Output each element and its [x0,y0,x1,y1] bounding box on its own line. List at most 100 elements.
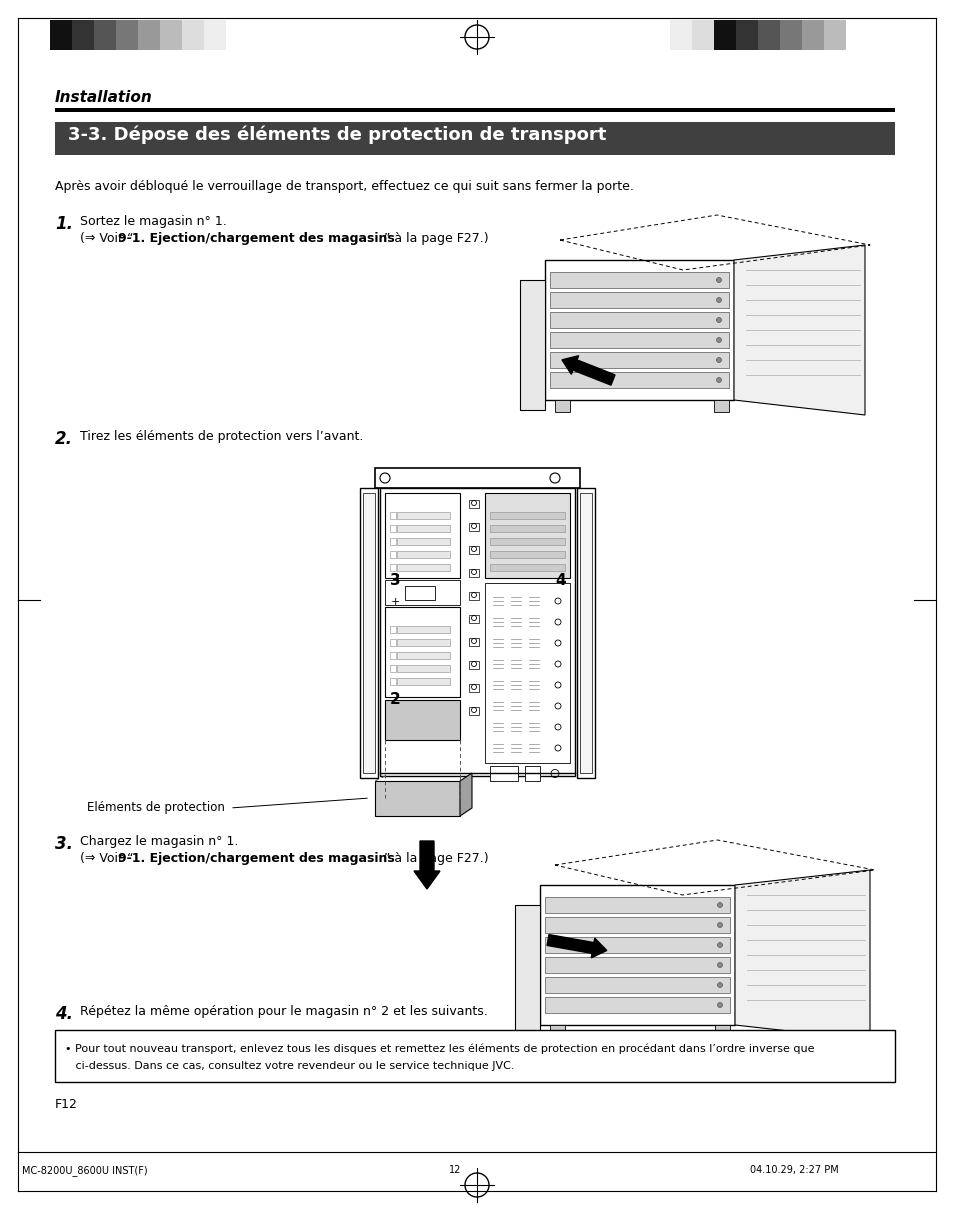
Bar [71,21,94,50]
Bar [390,678,395,686]
Text: 9-1. Ejection/chargement des magasins: 9-1. Ejection/chargement des magasins [118,852,395,864]
Bar [544,958,729,973]
Bar [385,493,459,578]
Bar [735,21,758,50]
Text: ci-dessus. Dans ce cas, consultez votre revendeur ou le service technique JVC.: ci-dessus. Dans ce cas, consultez votre … [65,1062,514,1071]
Circle shape [716,358,720,363]
Bar [55,108,894,112]
Bar [116,21,138,50]
Bar [396,525,450,532]
Circle shape [716,318,720,323]
Circle shape [717,922,721,927]
Text: Eléments de protection: Eléments de protection [87,802,225,815]
Polygon shape [733,245,864,415]
Text: Sortez le magasin n° 1.: Sortez le magasin n° 1. [80,215,227,229]
Bar [396,538,450,545]
Text: 4.: 4. [55,1005,73,1023]
Bar [138,21,160,50]
Bar [182,21,204,50]
Text: 3-3. Dépose des éléments de protection de transport: 3-3. Dépose des éléments de protection d… [68,126,606,144]
Bar [490,511,564,519]
Bar [390,511,395,519]
Bar [469,523,478,531]
Bar [544,916,729,933]
Bar [385,607,459,698]
Bar [390,665,395,672]
Text: 2: 2 [390,692,400,707]
Bar [385,580,459,604]
Text: Installation: Installation [55,89,152,105]
Bar [577,488,595,779]
Bar [385,700,459,740]
Bar [204,21,226,50]
Bar [544,977,729,993]
Bar [375,781,459,816]
Bar [550,1025,564,1037]
Bar [550,272,728,288]
Bar [390,538,395,545]
FancyArrow shape [561,355,615,386]
Bar [469,592,478,600]
Bar [469,707,478,715]
Text: • Pour tout nouveau transport, enlevez tous les disques et remettez les éléments: • Pour tout nouveau transport, enlevez t… [65,1045,814,1054]
Text: +: + [391,597,400,607]
Circle shape [716,278,720,283]
Bar [484,493,569,578]
Text: 2.: 2. [55,430,73,449]
Text: Chargez le magasin n° 1.: Chargez le magasin n° 1. [80,835,238,848]
Circle shape [717,1002,721,1007]
Bar [823,21,845,50]
Bar [669,21,691,50]
Bar [490,538,564,545]
Bar [396,551,450,559]
Bar [405,586,435,600]
Circle shape [717,902,721,908]
Bar [550,312,728,328]
Bar [396,665,450,672]
Circle shape [717,983,721,988]
Bar [469,615,478,623]
Text: 12: 12 [448,1165,460,1175]
Bar [359,488,377,779]
Text: 9-1. Ejection/chargement des magasins: 9-1. Ejection/chargement des magasins [118,232,395,245]
Bar [490,525,564,532]
Bar [55,122,894,155]
Bar [469,569,478,577]
Bar [780,21,801,50]
Text: Tirez les éléments de protection vers l’avant.: Tirez les éléments de protection vers l’… [80,430,363,442]
Bar [524,767,539,781]
Bar [579,493,592,773]
Text: Répétez la même opération pour le magasin n° 2 et les suivants.: Répétez la même opération pour le magasi… [80,1005,487,1018]
Text: 1.: 1. [55,215,73,233]
Bar [396,652,450,659]
Text: 3.: 3. [55,835,73,854]
Bar [691,21,713,50]
Bar [390,565,395,571]
Bar [94,21,116,50]
Bar [396,511,450,519]
Text: MC-8200U_8600U INST(F): MC-8200U_8600U INST(F) [22,1165,148,1176]
Polygon shape [459,773,472,816]
Bar [469,546,478,554]
Bar [390,640,395,646]
Text: (⇒ Voir “: (⇒ Voir “ [80,232,133,245]
Text: 04.10.29, 2:27 PM: 04.10.29, 2:27 PM [749,1165,838,1175]
Polygon shape [734,870,869,1040]
Bar [160,21,182,50]
Text: F12: F12 [55,1098,78,1111]
Circle shape [716,297,720,302]
Bar [490,551,564,559]
Text: 4: 4 [555,573,565,588]
Bar [714,1025,729,1037]
Bar [390,551,395,559]
Bar [490,767,517,781]
Bar [544,937,729,953]
Bar [544,997,729,1013]
Bar [515,906,539,1035]
Bar [550,352,728,368]
Bar [544,260,733,400]
Text: 3: 3 [390,573,400,588]
Bar [550,372,728,388]
Bar [539,885,734,1025]
Bar [55,1030,894,1082]
